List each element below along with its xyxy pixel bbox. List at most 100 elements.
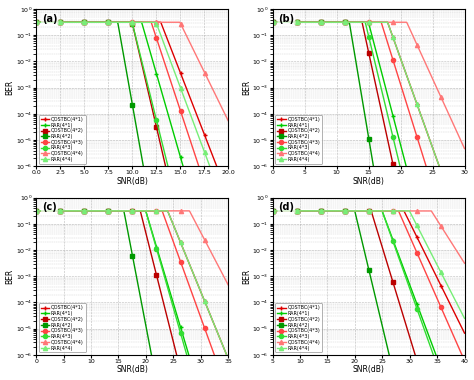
QOSTBC(4*3) bbox=[172, 91, 178, 96]
RAR(4*1) bbox=[409, 187, 415, 192]
Line: QOSTBC(4*4): QOSTBC(4*4) bbox=[271, 20, 466, 150]
RAR(4*4) bbox=[346, 209, 352, 213]
QOSTBC(4*2) bbox=[409, 342, 415, 347]
Y-axis label: BER: BER bbox=[6, 269, 15, 284]
RAR(4*1) bbox=[173, 138, 179, 143]
QOSTBC(4*2) bbox=[270, 209, 275, 213]
RAR(4*1) bbox=[408, 183, 414, 188]
QOSTBC(4*2) bbox=[34, 209, 39, 213]
RAR(4*1) bbox=[34, 20, 39, 25]
RAR(4*4) bbox=[332, 209, 338, 213]
RAR(4*3) bbox=[462, 190, 467, 195]
QOSTBC(4*2) bbox=[96, 20, 101, 25]
Line: RAR(4*1): RAR(4*1) bbox=[271, 209, 466, 380]
QOSTBC(4*1) bbox=[332, 20, 338, 25]
RAR(4*4) bbox=[332, 20, 338, 25]
RAR(4*2) bbox=[173, 190, 179, 195]
Line: QOSTBC(4*3): QOSTBC(4*3) bbox=[34, 209, 230, 380]
RAR(4*3) bbox=[173, 190, 178, 195]
QOSTBC(4*2) bbox=[225, 190, 231, 195]
QOSTBC(4*3) bbox=[225, 379, 231, 380]
RAR(4*2) bbox=[346, 209, 352, 213]
RAR(4*3) bbox=[96, 209, 101, 213]
QOSTBC(4*3) bbox=[391, 209, 396, 213]
QOSTBC(4*3) bbox=[172, 244, 178, 248]
RAR(4*2) bbox=[154, 379, 159, 380]
RAR(4*2) bbox=[173, 379, 178, 380]
RAR(4*4) bbox=[173, 228, 179, 233]
RAR(4*1) bbox=[293, 20, 299, 25]
RAR(4*4) bbox=[293, 209, 299, 213]
QOSTBC(4*2) bbox=[421, 379, 427, 380]
RAR(4*3) bbox=[34, 209, 39, 213]
RAR(4*1) bbox=[391, 115, 396, 120]
QOSTBC(4*1) bbox=[293, 209, 299, 213]
RAR(4*3) bbox=[332, 20, 338, 25]
RAR(4*4) bbox=[56, 209, 62, 213]
RAR(4*4) bbox=[408, 86, 414, 90]
QOSTBC(4*4) bbox=[270, 209, 275, 213]
QOSTBC(4*1) bbox=[154, 209, 160, 213]
QOSTBC(4*1) bbox=[409, 88, 415, 93]
QOSTBC(4*4) bbox=[409, 209, 415, 213]
QOSTBC(4*4) bbox=[409, 32, 415, 36]
RAR(4*3) bbox=[225, 190, 231, 195]
QOSTBC(4*2) bbox=[56, 209, 62, 213]
RAR(4*2) bbox=[155, 190, 160, 195]
RAR(4*2) bbox=[332, 20, 338, 25]
QOSTBC(4*2) bbox=[332, 20, 338, 25]
QOSTBC(4*4) bbox=[293, 20, 299, 25]
RAR(4*3) bbox=[409, 190, 414, 195]
RAR(4*3) bbox=[391, 137, 396, 141]
RAR(4*1) bbox=[56, 209, 62, 213]
QOSTBC(4*4) bbox=[332, 209, 338, 213]
QOSTBC(4*3) bbox=[221, 379, 227, 380]
RAR(4*1) bbox=[173, 309, 179, 314]
RAR(4*4) bbox=[154, 23, 160, 27]
RAR(4*3) bbox=[96, 20, 101, 25]
RAR(4*1) bbox=[346, 20, 352, 25]
QOSTBC(4*2) bbox=[225, 379, 231, 380]
QOSTBC(4*2) bbox=[293, 209, 299, 213]
QOSTBC(4*2) bbox=[462, 379, 467, 380]
RAR(4*2) bbox=[173, 379, 179, 380]
QOSTBC(4*2) bbox=[391, 164, 396, 169]
QOSTBC(4*4) bbox=[270, 20, 275, 25]
RAR(4*3) bbox=[173, 190, 179, 195]
Line: QOSTBC(4*1): QOSTBC(4*1) bbox=[34, 20, 230, 195]
QOSTBC(4*3) bbox=[408, 116, 414, 120]
QOSTBC(4*2) bbox=[109, 209, 115, 213]
RAR(4*1) bbox=[154, 246, 160, 251]
RAR(4*4) bbox=[109, 209, 115, 213]
RAR(4*2) bbox=[332, 209, 338, 213]
RAR(4*4) bbox=[173, 73, 179, 78]
QOSTBC(4*3) bbox=[205, 190, 210, 195]
QOSTBC(4*3) bbox=[346, 209, 352, 213]
RAR(4*3) bbox=[172, 310, 178, 315]
QOSTBC(4*1) bbox=[109, 209, 115, 213]
Line: RAR(4*1): RAR(4*1) bbox=[34, 209, 230, 380]
QOSTBC(4*2) bbox=[410, 190, 415, 195]
RAR(4*1) bbox=[408, 287, 414, 291]
RAR(4*4) bbox=[172, 226, 178, 231]
Y-axis label: BER: BER bbox=[6, 80, 15, 95]
Line: RAR(4*3): RAR(4*3) bbox=[271, 209, 466, 380]
RAR(4*3) bbox=[270, 20, 275, 25]
RAR(4*3) bbox=[403, 190, 409, 195]
QOSTBC(4*4) bbox=[346, 20, 352, 25]
QOSTBC(4*3) bbox=[225, 190, 231, 195]
Text: (d): (d) bbox=[278, 203, 294, 212]
Line: QOSTBC(4*2): QOSTBC(4*2) bbox=[34, 209, 230, 380]
RAR(4*4) bbox=[270, 209, 275, 213]
QOSTBC(4*4) bbox=[332, 20, 338, 25]
RAR(4*3) bbox=[56, 209, 62, 213]
RAR(4*2) bbox=[270, 209, 275, 213]
QOSTBC(4*2) bbox=[96, 209, 101, 213]
Line: QOSTBC(4*4): QOSTBC(4*4) bbox=[34, 209, 230, 287]
QOSTBC(4*2) bbox=[332, 209, 338, 213]
QOSTBC(4*3) bbox=[408, 237, 414, 242]
QOSTBC(4*1) bbox=[225, 190, 231, 195]
QOSTBC(4*3) bbox=[109, 20, 115, 25]
QOSTBC(4*4) bbox=[56, 20, 62, 25]
QOSTBC(4*1) bbox=[56, 209, 62, 213]
